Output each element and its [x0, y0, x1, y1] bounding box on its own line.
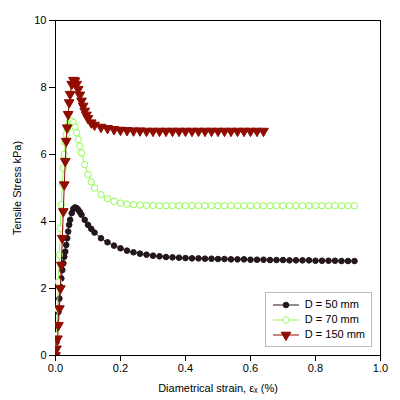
svg-text:0.8: 0.8: [308, 362, 323, 374]
html-text:D = 150 mm: D = 150 mm: [304, 328, 365, 340]
svg-text:Tensile Stress kPa): Tensile Stress kPa): [11, 141, 23, 235]
svg-text:1.0: 1.0: [373, 362, 388, 374]
html-text:D = 50 mm: D = 50 mm: [304, 298, 359, 310]
svg-text:10: 10: [34, 14, 46, 26]
svg-text:2: 2: [40, 282, 46, 294]
svg-text:0.0: 0.0: [48, 362, 63, 374]
svg-text:Diametrical strain, εₓ (%): Diametrical strain, εₓ (%): [158, 382, 278, 394]
svg-text:4: 4: [40, 215, 46, 227]
svg-text:0.6: 0.6: [243, 362, 258, 374]
svg-text:8: 8: [40, 81, 46, 93]
svg-text:0.4: 0.4: [178, 362, 193, 374]
svg-text:0: 0: [40, 349, 46, 361]
html-text:D = 70 mm: D = 70 mm: [304, 313, 359, 325]
svg-text:0.2: 0.2: [113, 362, 128, 374]
svg-text:6: 6: [40, 148, 46, 160]
